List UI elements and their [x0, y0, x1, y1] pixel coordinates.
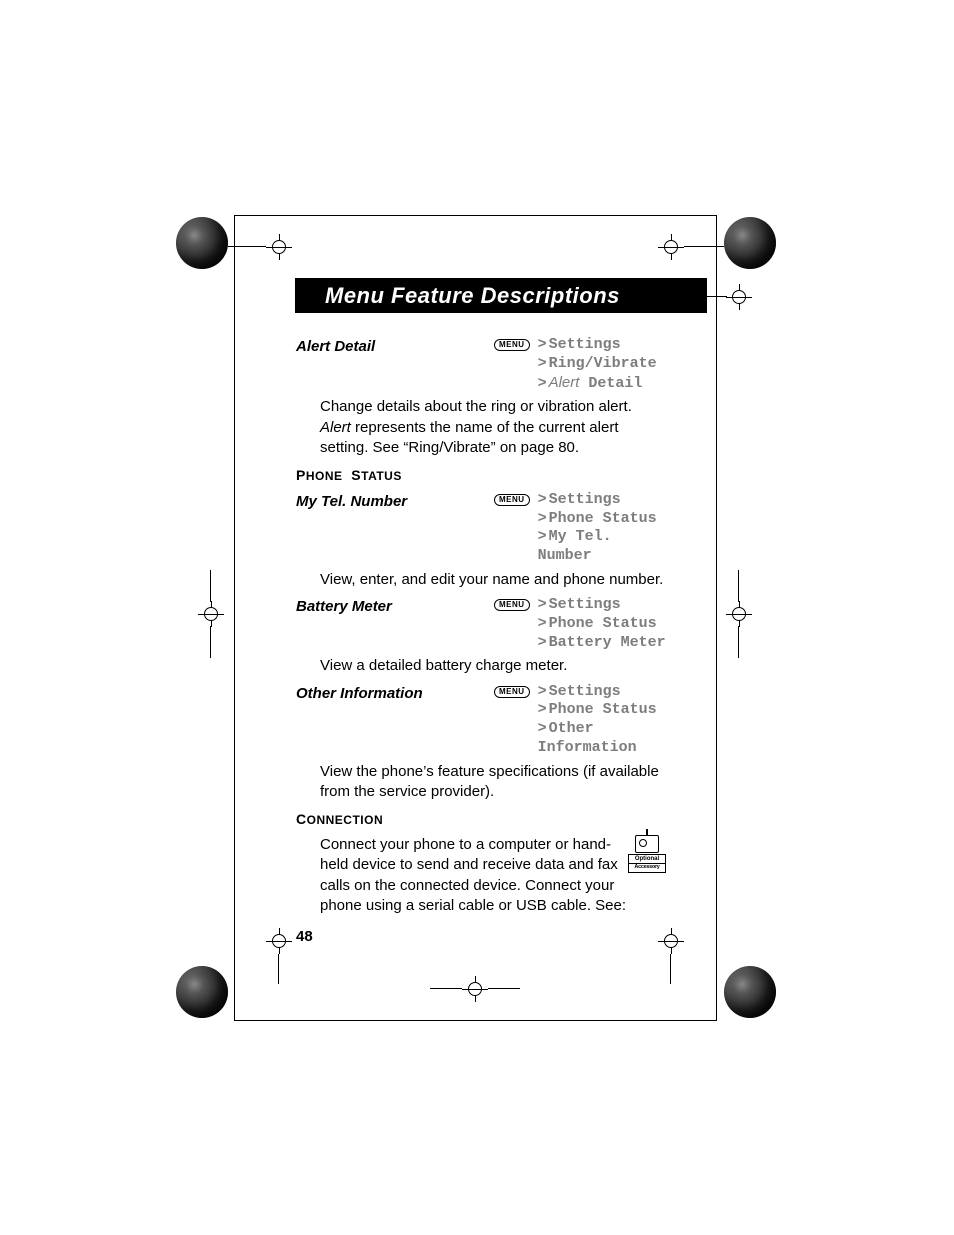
- reg-mark: [658, 928, 684, 954]
- feature-body: View a detailed battery charge meter.: [320, 656, 666, 676]
- page-title: Menu Feature Descriptions: [325, 283, 620, 308]
- nav-path: >Settings >Phone Status >Battery Meter: [538, 596, 666, 652]
- nav-path: >Settings >Phone Status >Other Informati…: [538, 683, 666, 758]
- page-title-band: Menu Feature Descriptions: [295, 278, 707, 313]
- feature-connection: Connect your phone to a computer or hand…: [296, 835, 666, 916]
- reg-line: [488, 988, 520, 989]
- section-heading-phone-status: PHONE STATUS: [296, 466, 666, 485]
- feature-battery-meter: Battery Meter MENU >Settings >Phone Stat…: [296, 596, 666, 677]
- feature-title: Alert Detail: [296, 336, 494, 357]
- nav-path: >Settings >Phone Status >My Tel. Number: [538, 491, 666, 566]
- reg-line: [278, 954, 279, 984]
- feature-title: Battery Meter: [296, 596, 494, 617]
- content-area: Alert Detail MENU >Settings >Ring/Vibrat…: [296, 336, 666, 916]
- feature-body: Change details about the ring or vibrati…: [320, 397, 666, 458]
- feature-other-information: Other Information MENU >Settings >Phone …: [296, 683, 666, 803]
- reg-mark: [726, 601, 752, 627]
- reg-line: [228, 246, 266, 247]
- page-number: 48: [296, 928, 313, 945]
- reg-line: [707, 296, 727, 297]
- corner-orb-bl: [176, 966, 228, 1018]
- reg-mark: [658, 234, 684, 260]
- reg-line: [738, 570, 739, 602]
- reg-mark: [266, 928, 292, 954]
- reg-line: [210, 626, 211, 658]
- optional-accessory-icon: Optional Accessory: [628, 835, 666, 873]
- feature-body: View, enter, and edit your name and phon…: [320, 570, 666, 590]
- feature-body: Connect your phone to a computer or hand…: [320, 835, 630, 916]
- reg-mark: [726, 284, 752, 310]
- corner-orb-br: [724, 966, 776, 1018]
- nav-path: >Settings >Ring/Vibrate >Alert Detail: [538, 336, 657, 393]
- reg-mark: [266, 234, 292, 260]
- corner-orb-tl: [176, 217, 228, 269]
- feature-my-tel-number: My Tel. Number MENU >Settings >Phone Sta…: [296, 491, 666, 590]
- reg-mark: [462, 976, 488, 1002]
- reg-line: [738, 626, 739, 658]
- reg-line: [210, 570, 211, 602]
- menu-icon: MENU: [494, 494, 530, 506]
- menu-icon: MENU: [494, 339, 530, 351]
- feature-title: My Tel. Number: [296, 491, 494, 512]
- feature-body: View the phone’s feature specifications …: [320, 762, 666, 803]
- reg-mark: [198, 601, 224, 627]
- feature-title: Other Information: [296, 683, 494, 704]
- reg-line: [430, 988, 462, 989]
- reg-line: [684, 246, 724, 247]
- menu-icon: MENU: [494, 599, 530, 611]
- menu-icon: MENU: [494, 686, 530, 698]
- reg-line: [670, 954, 671, 984]
- corner-orb-tr: [724, 217, 776, 269]
- section-heading-connection: CONNECTION: [296, 810, 666, 829]
- feature-alert-detail: Alert Detail MENU >Settings >Ring/Vibrat…: [296, 336, 666, 458]
